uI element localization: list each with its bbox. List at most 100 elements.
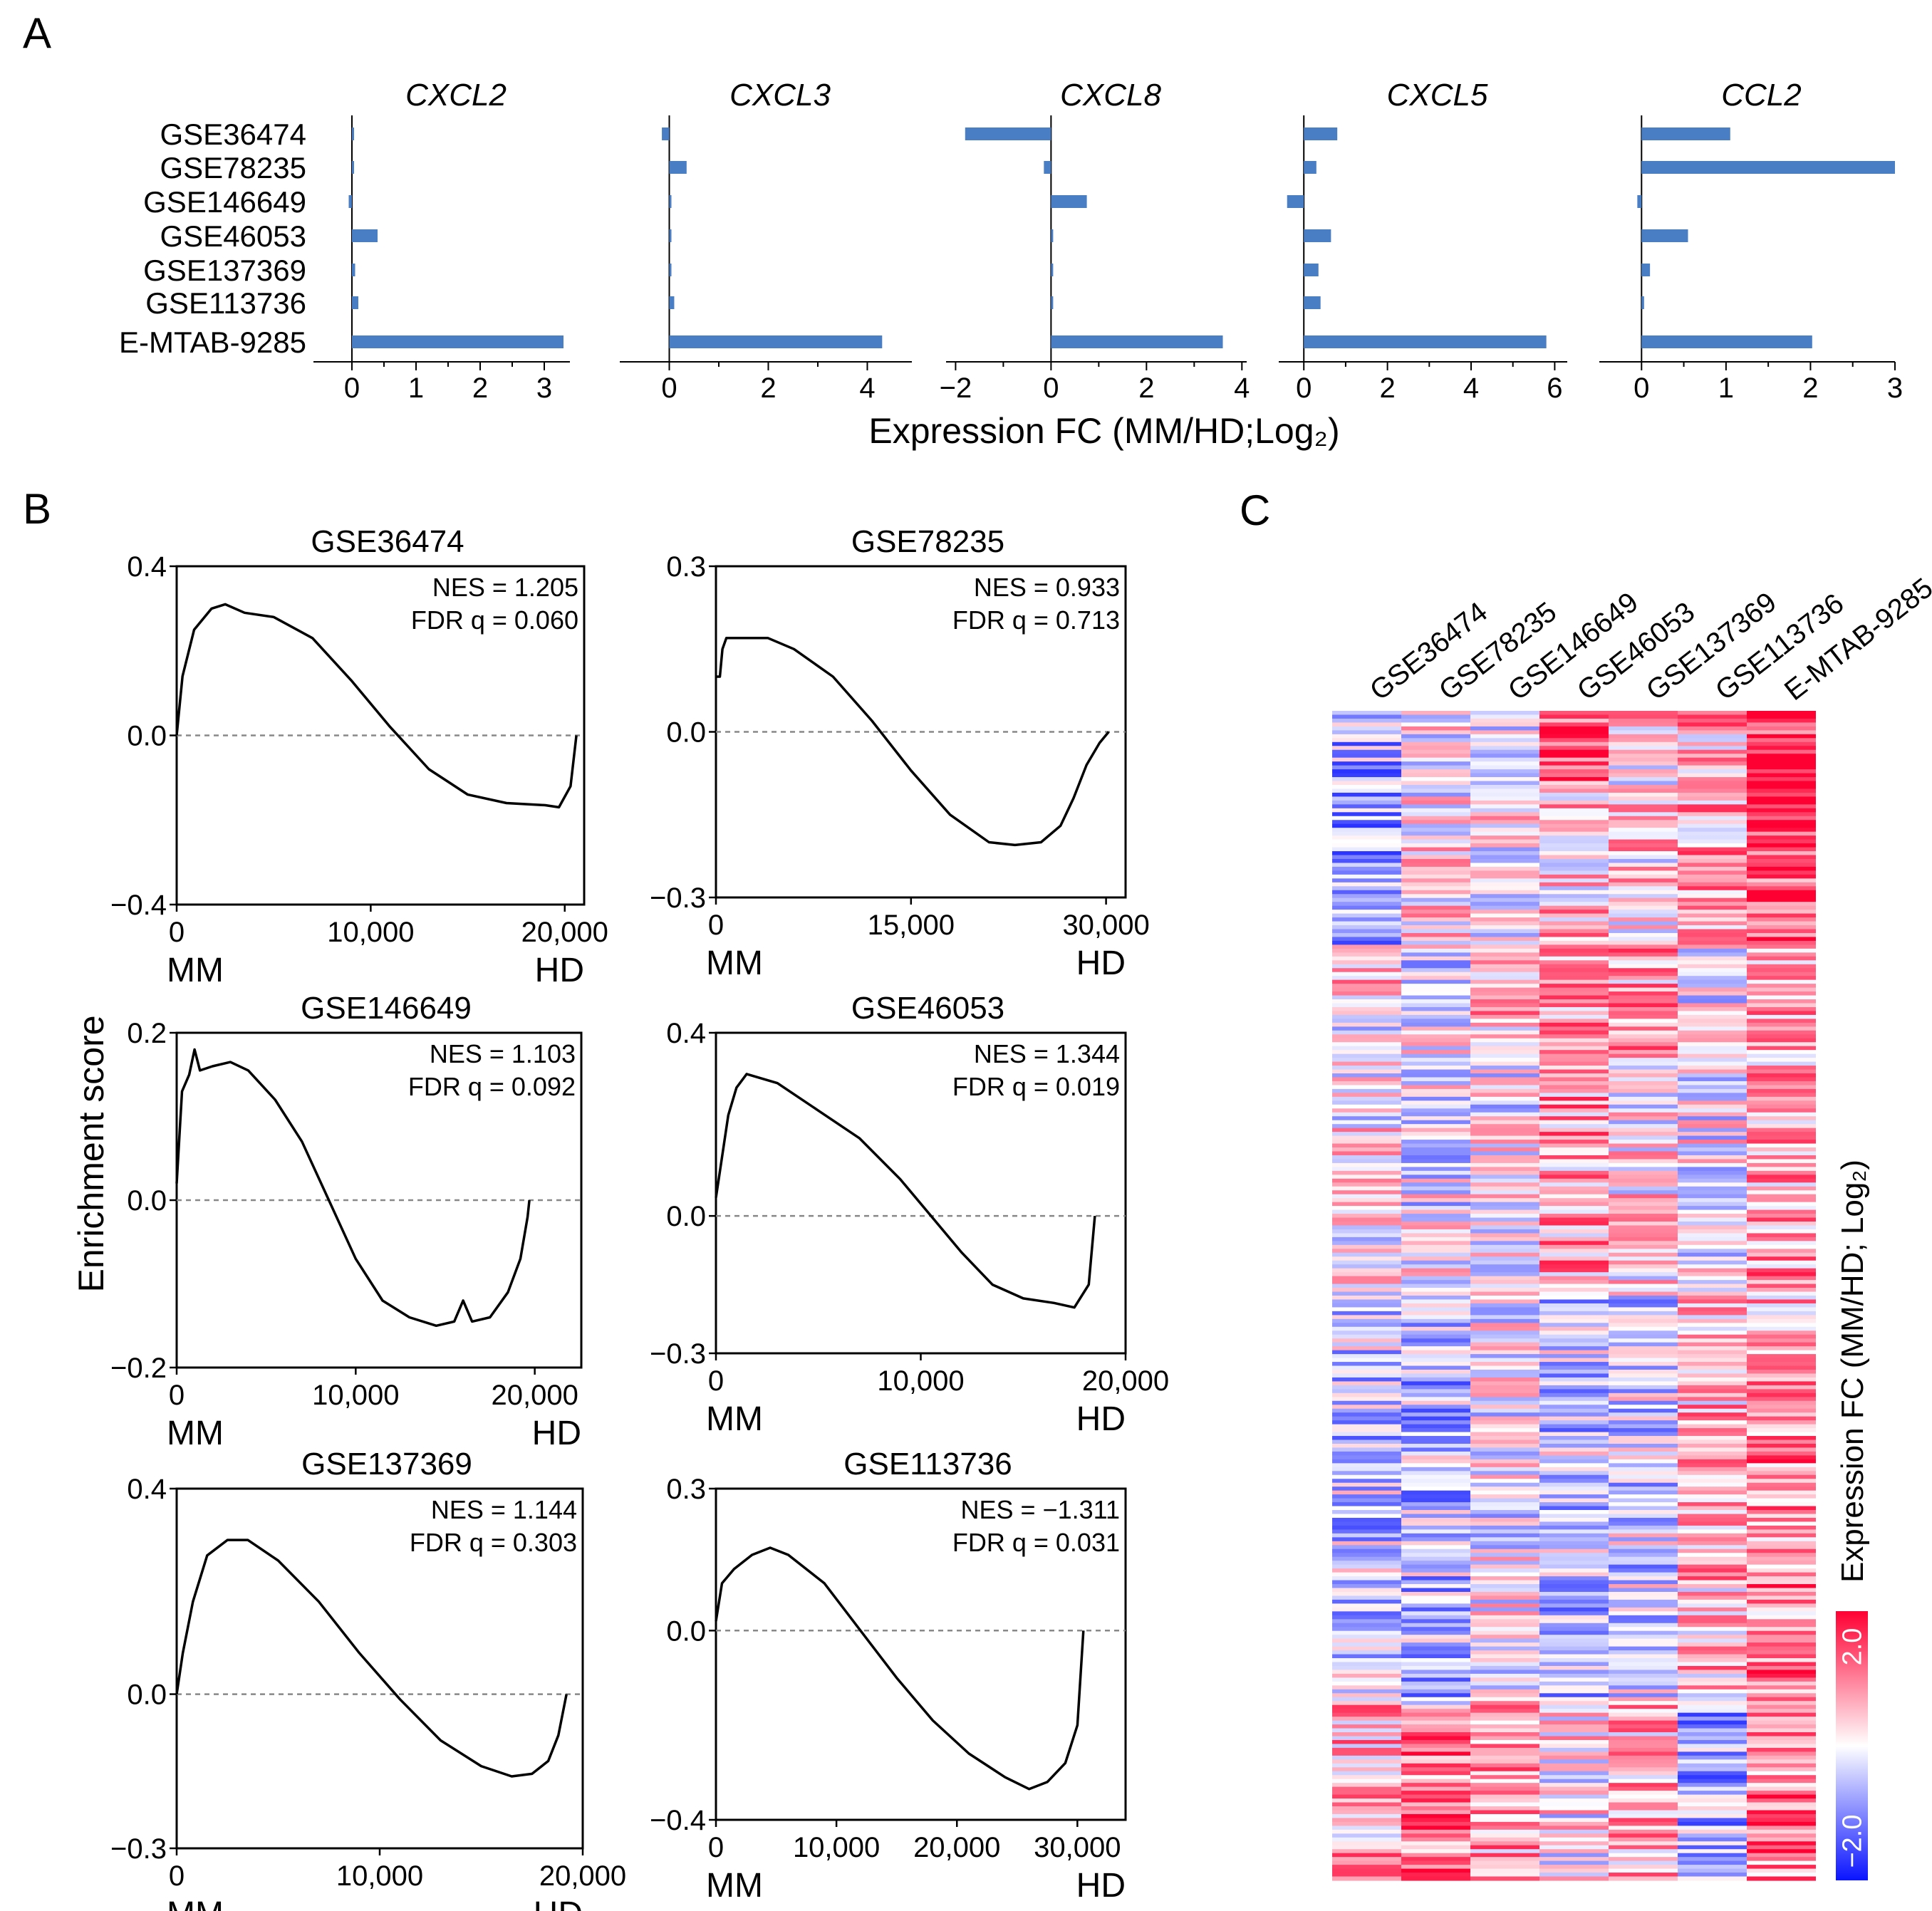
heatmap-cell [1747, 1514, 1816, 1519]
heatmap-cell [1470, 1821, 1539, 1826]
heatmap-cell [1332, 847, 1401, 852]
heatmap-cell [1539, 1038, 1609, 1043]
heatmap-cell [1539, 1416, 1609, 1421]
heatmap-cell [1470, 1798, 1539, 1803]
heatmap-cell [1609, 1537, 1678, 1542]
heatmap-cell [1539, 1389, 1609, 1394]
heatmap-cell [1332, 1190, 1401, 1195]
heatmap-cell [1747, 932, 1816, 938]
heatmap-cell [1539, 1533, 1609, 1538]
heatmap-cell [1470, 1568, 1539, 1573]
heatmap-cell [1678, 1162, 1747, 1167]
heatmap-cell [1401, 886, 1470, 891]
x-label-hd: HD [534, 1895, 583, 1911]
heatmap-cell [1678, 1276, 1747, 1281]
heatmap-cell [1678, 1331, 1747, 1335]
heatmap-cell [1678, 1471, 1747, 1476]
heatmap-cell [1678, 1108, 1747, 1113]
heatmap-cell [1678, 1588, 1747, 1593]
heatmap-cell [1747, 1206, 1816, 1211]
heatmap-cell [1401, 1069, 1470, 1074]
heatmap-cell [1470, 1619, 1539, 1624]
heatmap-cell [1401, 1474, 1470, 1479]
heatmap-cell [1332, 1202, 1401, 1207]
heatmap-cell [1678, 1837, 1747, 1842]
heatmap-cell [1747, 999, 1816, 1004]
heatmap-cell [1609, 796, 1678, 801]
heatmap-cell [1539, 1860, 1609, 1865]
heatmap-cell [1332, 1108, 1401, 1113]
heatmap-cell [1470, 968, 1539, 973]
heatmap-cell [1401, 726, 1470, 731]
heatmap-cell [1539, 1096, 1609, 1101]
heatmap-cell [1470, 1260, 1539, 1265]
heatmap-cell [1747, 1623, 1816, 1628]
heatmap-cell [1609, 1073, 1678, 1078]
heatmap-cell [1332, 1342, 1401, 1347]
heatmap-cell [1401, 1447, 1470, 1452]
heatmap-cell [1678, 1638, 1747, 1643]
heatmap-cell [1747, 1860, 1816, 1865]
heatmap-cell [1747, 726, 1816, 731]
x-tick-label: 10,000 [877, 1365, 964, 1397]
heatmap-cell [1609, 894, 1678, 899]
heatmap-cell [1609, 1650, 1678, 1655]
heatmap-cell [1470, 910, 1539, 915]
heatmap-cell [1470, 1826, 1539, 1831]
heatmap-cell [1678, 1206, 1747, 1211]
x-tick-label: 10,000 [336, 1860, 423, 1892]
heatmap-cell [1401, 855, 1470, 860]
heatmap-cell [1401, 1779, 1470, 1784]
colorbar-label: Expression FC (MM/HD; Log₂) [1835, 1160, 1870, 1583]
heatmap-cell [1539, 937, 1609, 942]
heatmap-cell [1609, 1810, 1678, 1815]
heatmap-cell [1747, 1170, 1816, 1175]
heatmap-cell [1539, 991, 1609, 996]
heatmap-cell [1401, 1104, 1470, 1109]
heatmap-cell [1539, 1868, 1609, 1873]
heatmap-cell [1539, 1081, 1609, 1086]
heatmap-cell [1539, 1490, 1609, 1495]
heatmap-cell [1678, 1548, 1747, 1553]
heatmap-cell [1332, 1759, 1401, 1764]
bar [1051, 195, 1087, 208]
heatmap-cell [1609, 1588, 1678, 1593]
heatmap-cell [1539, 1697, 1609, 1702]
heatmap-cell [1539, 1167, 1609, 1172]
heatmap-cell [1678, 749, 1747, 754]
bar [1051, 335, 1223, 348]
heatmap-cell [1401, 746, 1470, 751]
heatmap-cell [1539, 1510, 1609, 1515]
heatmap-cell [1747, 1463, 1816, 1468]
heatmap-cell [1539, 1638, 1609, 1643]
heatmap-cell [1401, 1249, 1470, 1254]
heatmap-cell [1747, 773, 1816, 778]
heatmap-cell [1539, 1786, 1609, 1791]
heatmap-cell [1401, 1783, 1470, 1788]
heatmap-cell [1332, 1003, 1401, 1008]
heatmap-cell [1401, 976, 1470, 981]
heatmap-cell [1609, 1759, 1678, 1764]
heatmap-cell [1332, 1389, 1401, 1394]
heatmap-cell [1539, 1709, 1609, 1714]
heatmap-cell [1470, 1876, 1539, 1881]
heatmap-cell [1678, 1050, 1747, 1055]
heatmap-cell [1609, 858, 1678, 864]
heatmap-cell [1609, 1162, 1678, 1167]
heatmap-cell [1470, 1155, 1539, 1160]
heatmap-cell [1539, 1619, 1609, 1624]
heatmap-cell [1747, 1537, 1816, 1542]
heatmap-cell [1470, 1786, 1539, 1791]
heatmap-cell [1332, 1873, 1401, 1878]
heatmap-cell [1678, 734, 1747, 739]
heatmap-cell [1678, 999, 1747, 1004]
heatmap-cell [1401, 781, 1470, 786]
heatmap-cell [1609, 1311, 1678, 1316]
heatmap-cell [1678, 788, 1747, 793]
panel-label-c: C [1240, 486, 1271, 534]
heatmap-cell [1747, 1019, 1816, 1024]
heatmap-cell [1678, 1603, 1747, 1608]
heatmap-cell [1678, 1170, 1747, 1175]
heatmap-cell [1747, 1331, 1816, 1335]
heatmap-cell [1609, 1572, 1678, 1577]
